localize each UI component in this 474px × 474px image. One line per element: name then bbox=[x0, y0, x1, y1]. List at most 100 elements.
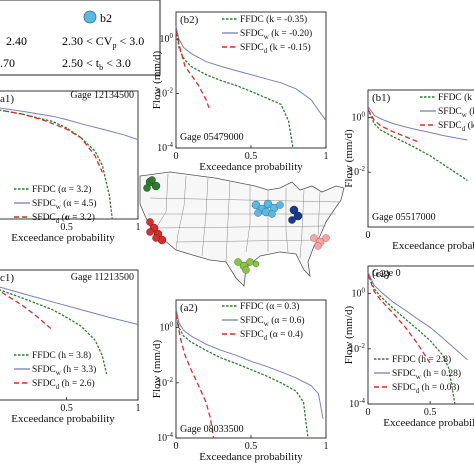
panel-a1-frame bbox=[0, 90, 139, 220]
x-tick-label: 1 bbox=[136, 222, 141, 233]
series-b1-sfdc-d bbox=[367, 108, 418, 143]
legend-entry: SFDCw (k = -0.20) bbox=[240, 28, 312, 41]
legend-entry: FFDC (k = -0.35) bbox=[240, 14, 307, 25]
x-tick-label: 0.5 bbox=[245, 441, 258, 452]
legend-entry: FFDC (h = 3.8) bbox=[32, 350, 91, 361]
x-axis-label: Exceedance probability bbox=[199, 451, 303, 463]
gage-label: Gage 05517000 bbox=[372, 212, 436, 223]
gage-label: Gage 12134500 bbox=[70, 90, 134, 101]
x-tick-label: 0.5 bbox=[245, 151, 258, 162]
y-axis-label: Flow (mm/d) bbox=[151, 50, 163, 109]
legend-row-2-right: 2.50 < tb < 3.0 bbox=[62, 56, 131, 72]
series-a1-sfdc-w bbox=[0, 107, 139, 141]
legend-entry: SFDCd (k = -0.15) bbox=[240, 42, 311, 55]
panel-a2: 0 0.5 1 100 10-2 10-4 (a2) Gage 08033500 Exceeda… bbox=[151, 299, 329, 463]
series-c2-sfdc-w bbox=[367, 271, 468, 361]
legend-row-1: 2.40 2.30 < CVp < 3.0 bbox=[6, 34, 144, 50]
legend-entry: SFDCw (h = 3.3) bbox=[32, 364, 96, 377]
panel-label: a1) bbox=[0, 93, 14, 105]
x-tick-label: 0 bbox=[366, 407, 371, 418]
x-tick-label: 0 bbox=[366, 230, 371, 241]
gage-cluster-lightgreen bbox=[234, 258, 260, 274]
legend-entry: SFDCd (α = 3.2) bbox=[32, 212, 95, 225]
x-axis-label: Exceedance probability bbox=[383, 417, 474, 429]
series-b2-sfdc-d bbox=[175, 30, 210, 109]
y-tick-label: 10-2 bbox=[349, 342, 365, 355]
panel-label: (b1) bbox=[372, 92, 391, 104]
y-axis-label: Flow (mm/d) bbox=[343, 305, 355, 364]
legend-row-2-left: .70 bbox=[0, 56, 15, 70]
panel-c2-frame bbox=[367, 265, 474, 405]
panel-c2: 0 0.5 100 10-2 10-4 (c2)Gage 0 Exceedance prob… bbox=[343, 265, 474, 429]
series-c1-ffdc bbox=[0, 289, 108, 375]
x-tick-label: 0.5 bbox=[60, 222, 73, 233]
legend-entry: SFDCw (h = 0.28) bbox=[392, 368, 461, 381]
us-map bbox=[139, 171, 345, 287]
legend-row-2: .70 2.50 < tb < 3.0 bbox=[0, 56, 131, 72]
series-a2-ffdc bbox=[175, 308, 309, 439]
y-tick-label: 100 bbox=[160, 32, 174, 45]
gage-label: Gage 0 bbox=[372, 268, 401, 279]
panel-label: (b2) bbox=[180, 14, 199, 26]
y-axis-label: Flow (mm/d) bbox=[343, 129, 355, 188]
legend-row-1-right: 2.30 < CVp < 3.0 bbox=[62, 34, 144, 50]
legend-entry: FFDC (k bbox=[438, 92, 472, 103]
legend-a1: FFDC (α = 3.2) SFDCw (α = 4.5)SFDCd (α = … bbox=[14, 184, 97, 225]
y-tick-label: 10-4 bbox=[349, 397, 365, 410]
x-axis-label: Exceedance probability bbox=[199, 161, 303, 173]
y-tick-label: 10-2 bbox=[157, 376, 173, 389]
x-tick-label: 0 bbox=[174, 151, 179, 162]
series-a2-sfdc-w bbox=[175, 308, 324, 419]
legend-b2: FFDC (k = -0.35) SFDCw (k = -0.20)SFDCd (… bbox=[222, 14, 312, 55]
gage-cluster-pink bbox=[310, 234, 330, 250]
series-c2-sfdc-d bbox=[367, 274, 431, 364]
y-tick-label: 10-4 bbox=[157, 431, 173, 444]
panel-b2-frame bbox=[175, 11, 327, 149]
x-tick-label: 1 bbox=[324, 441, 329, 452]
y-tick-label: 100 bbox=[160, 321, 174, 334]
series-b2-ffdc bbox=[175, 26, 294, 149]
legend-c1: FFDC (h = 3.8) SFDCw (h = 3.3)SFDCd (h = … bbox=[14, 350, 96, 391]
legend-entry: SFDCw (α = 0.6) bbox=[240, 315, 305, 328]
us-map-state-lines bbox=[148, 173, 341, 263]
legend-row-1-left: 2.40 bbox=[6, 34, 27, 48]
series-a1-sfdc-d bbox=[0, 109, 103, 173]
gage-cluster-green bbox=[143, 176, 161, 192]
gage-cluster-lightblue bbox=[251, 199, 284, 218]
panel-c1: 0.5 1 c1) Gage 11213500 Exceedance probabili… bbox=[0, 269, 141, 425]
panel-c1-frame bbox=[0, 269, 139, 401]
legend-entry: SFDCd (h = 0.03) bbox=[392, 382, 459, 395]
series-c2-ffdc bbox=[367, 274, 456, 405]
x-axis-label: Exceedance probab bbox=[392, 240, 474, 252]
legend-entry: FFDC (h = 2.8) bbox=[392, 354, 451, 365]
legend-entry: SFDCd (h = 2.6) bbox=[32, 378, 95, 391]
x-tick-label: 0.5 bbox=[424, 407, 437, 418]
legend-a2: FFDC (α = 0.3) SFDCw (α = 0.6)SFDCd (α = … bbox=[222, 301, 305, 342]
panel-label: (c2) bbox=[372, 268, 390, 280]
legend-entry: FFDC (α = 0.3) bbox=[240, 301, 299, 312]
x-tick-label: 0 bbox=[174, 441, 179, 452]
series-a2-sfdc-d bbox=[175, 314, 215, 439]
series-b1-sfdc-w bbox=[367, 106, 468, 141]
legend-entry: FFDC (α = 3.2) bbox=[32, 184, 91, 195]
series-b1-ffdc bbox=[367, 108, 468, 181]
y-tick-label: 10-2 bbox=[349, 165, 365, 178]
region-legend-box: b2 2.40 2.30 < CVp < 3.0 .70 2.50 < tb <… bbox=[0, 0, 161, 76]
panel-a1: 0.5 1 a1) Gage 12134500 Exceedance probabili… bbox=[0, 90, 141, 244]
y-tick-label: 100 bbox=[352, 287, 366, 300]
gage-label: Gage 05479000 bbox=[180, 132, 244, 143]
x-tick-label: 1 bbox=[324, 151, 329, 162]
gage-label: Gage 11213500 bbox=[71, 272, 134, 283]
y-tick-label: 10-4 bbox=[157, 141, 173, 154]
b2-marker-icon bbox=[83, 10, 97, 24]
legend-entry: SFDCw (α = 4.5) bbox=[32, 198, 97, 211]
panel-label: (a2) bbox=[180, 302, 198, 314]
panel-b1-frame bbox=[367, 89, 474, 228]
y-axis-label: Flow (mm/d) bbox=[151, 339, 163, 398]
legend-entry: SFDCd (α = 0.4) bbox=[240, 329, 303, 342]
x-tick-label: 0.5 bbox=[60, 403, 73, 414]
legend-c2: FFDC (h = 2.8) SFDCw (h = 0.28)SFDCd (h =… bbox=[374, 354, 461, 395]
legend-entry: SFDCd (k bbox=[438, 120, 474, 133]
panel-b1: 0 100 10-2 (b1) Gage 05517000 Exceedance prob… bbox=[343, 89, 474, 252]
